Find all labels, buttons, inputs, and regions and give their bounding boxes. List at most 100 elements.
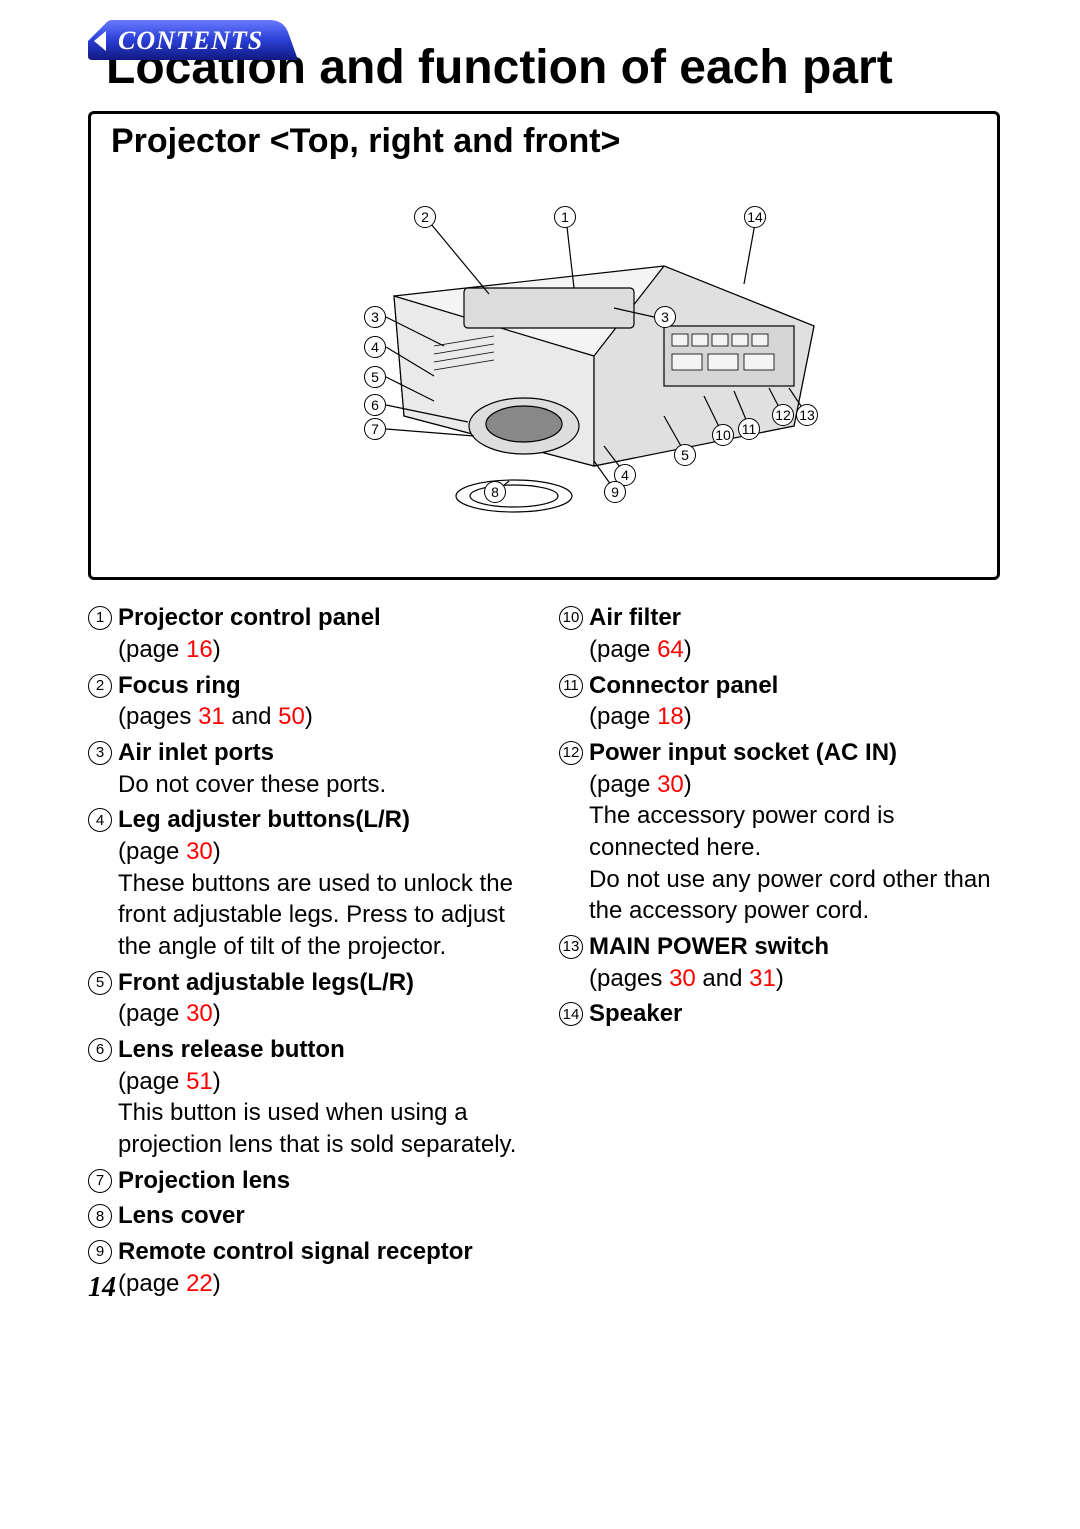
- projector-diagram: 2114334567101112135489: [234, 196, 854, 526]
- part-number-badge: 2: [88, 674, 112, 698]
- text: Do not cover these ports.: [118, 771, 386, 798]
- parts-list-right: 10Air filter(page 64)11Connector panel(p…: [559, 602, 1000, 1303]
- text: and: [225, 703, 278, 730]
- part-title: Power input socket (AC IN): [589, 737, 897, 769]
- page-ref[interactable]: 31: [749, 965, 776, 992]
- text: Do not use any power cord other than the…: [589, 866, 991, 925]
- part-item-4: 4Leg adjuster buttons(L/R)(page 30)These…: [88, 804, 529, 962]
- part-item-14: 14Speaker: [559, 998, 1000, 1030]
- text: (pages: [589, 965, 669, 992]
- diagram-callout-10: 10: [712, 424, 734, 446]
- part-item-12: 12Power input socket (AC IN)(page 30) The…: [559, 737, 1000, 927]
- part-item-5: 5Front adjustable legs(L/R)(page 30): [88, 967, 529, 1030]
- part-title: Speaker: [589, 998, 682, 1030]
- part-title: Lens cover: [118, 1200, 245, 1232]
- part-title: Leg adjuster buttons(L/R): [118, 804, 410, 836]
- page-ref[interactable]: 31: [198, 703, 225, 730]
- part-item-11: 11Connector panel(page 18): [559, 670, 1000, 733]
- part-title: Projector control panel: [118, 602, 381, 634]
- text: ): [213, 636, 221, 663]
- part-item-10: 10Air filter(page 64): [559, 602, 1000, 665]
- text: ): [684, 703, 692, 730]
- page-number: 14: [88, 1272, 116, 1304]
- part-body: (pages 31 and 50): [118, 701, 529, 733]
- text: (page: [118, 636, 186, 663]
- part-title: MAIN POWER switch: [589, 931, 829, 963]
- text: ): [213, 838, 221, 865]
- part-title: Air inlet ports: [118, 737, 274, 769]
- part-title: Front adjustable legs(L/R): [118, 967, 414, 999]
- part-item-1: 1Projector control panel(page 16): [88, 602, 529, 665]
- diagram-callout-14: 14: [744, 206, 766, 228]
- page-ref[interactable]: 30: [669, 965, 696, 992]
- part-item-13: 13MAIN POWER switch(pages 30 and 31): [559, 931, 1000, 994]
- part-body: (page 51) This button is used when using …: [118, 1066, 529, 1161]
- text: ): [213, 1000, 221, 1027]
- page-ref[interactable]: 30: [657, 771, 684, 798]
- part-number-badge: 1: [88, 606, 112, 630]
- parts-list-columns: 1Projector control panel(page 16)2Focus …: [88, 602, 1000, 1303]
- part-body: (page 30): [118, 998, 529, 1030]
- part-number-badge: 7: [88, 1169, 112, 1193]
- page-ref[interactable]: 22: [186, 1270, 213, 1297]
- part-title: Remote control signal receptor: [118, 1236, 473, 1268]
- part-number-badge: 13: [559, 935, 583, 959]
- part-body: (page 16): [118, 634, 529, 666]
- part-title: Connector panel: [589, 670, 778, 702]
- part-title: Lens release button: [118, 1034, 345, 1066]
- text: and: [696, 965, 749, 992]
- figure-box: Projector <Top, right and front>: [88, 111, 1000, 580]
- contents-tab[interactable]: CONTENTS: [88, 20, 298, 62]
- part-body: (page 30)These buttons are used to unloc…: [118, 836, 529, 963]
- part-number-badge: 9: [88, 1240, 112, 1264]
- part-body: (page 22): [118, 1268, 529, 1300]
- part-number-badge: 4: [88, 808, 112, 832]
- text: (page: [118, 1068, 186, 1095]
- page-ref[interactable]: 30: [186, 1000, 213, 1027]
- page-ref[interactable]: 51: [186, 1068, 213, 1095]
- part-item-6: 6Lens release button(page 51) This button…: [88, 1034, 529, 1161]
- figure-title: Projector <Top, right and front>: [111, 122, 977, 161]
- page-ref[interactable]: 18: [657, 703, 684, 730]
- diagram-callout-13: 13: [796, 404, 818, 426]
- part-number-badge: 14: [559, 1002, 583, 1026]
- text: This button is used when using a project…: [118, 1099, 516, 1158]
- diagram-callout-12: 12: [772, 404, 794, 426]
- part-body: (page 30) The accessory power cord is con…: [589, 769, 1000, 927]
- part-number-badge: 10: [559, 606, 583, 630]
- page-ref[interactable]: 50: [278, 703, 305, 730]
- part-title: Focus ring: [118, 670, 241, 702]
- parts-list-left: 1Projector control panel(page 16)2Focus …: [88, 602, 529, 1303]
- contents-label: CONTENTS: [118, 26, 263, 56]
- part-item-8: 8Lens cover: [88, 1200, 529, 1232]
- part-body: (page 18): [589, 701, 1000, 733]
- text: (page: [589, 771, 657, 798]
- part-body: Do not cover these ports.: [118, 769, 529, 801]
- text: (page: [118, 1270, 186, 1297]
- page-ref[interactable]: 16: [186, 636, 213, 663]
- text: ): [213, 1270, 221, 1297]
- part-item-7: 7Projection lens: [88, 1165, 529, 1197]
- part-number-badge: 12: [559, 741, 583, 765]
- figure-image-area: 2114334567101112135489: [111, 171, 977, 551]
- text: ): [213, 1068, 221, 1095]
- text: The accessory power cord is connected he…: [589, 802, 894, 861]
- part-number-badge: 6: [88, 1038, 112, 1062]
- part-item-2: 2Focus ring(pages 31 and 50): [88, 670, 529, 733]
- part-number-badge: 3: [88, 741, 112, 765]
- part-title: Projection lens: [118, 1165, 290, 1197]
- page-ref[interactable]: 30: [186, 838, 213, 865]
- part-item-3: 3Air inlet portsDo not cover these ports…: [88, 737, 529, 800]
- text: ): [684, 771, 692, 798]
- text: (page: [589, 636, 657, 663]
- part-number-badge: 8: [88, 1204, 112, 1228]
- page-ref[interactable]: 64: [657, 636, 684, 663]
- part-body: (pages 30 and 31): [589, 963, 1000, 995]
- text: ): [305, 703, 313, 730]
- part-body: (page 64): [589, 634, 1000, 666]
- text: ): [684, 636, 692, 663]
- text: ): [776, 965, 784, 992]
- part-number-badge: 11: [559, 674, 583, 698]
- text: These buttons are used to unlock the fro…: [118, 870, 513, 960]
- part-item-9: 9Remote control signal receptor(page 22): [88, 1236, 529, 1299]
